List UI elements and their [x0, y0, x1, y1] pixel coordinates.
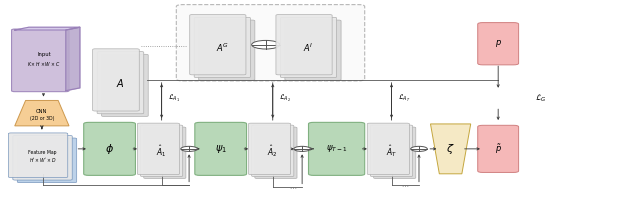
Text: $H'\times W'\times D$: $H'\times W'\times D$ — [29, 156, 56, 164]
FancyBboxPatch shape — [198, 20, 255, 80]
FancyBboxPatch shape — [189, 15, 246, 75]
FancyBboxPatch shape — [477, 23, 518, 65]
Text: $\zeta$: $\zeta$ — [446, 142, 455, 156]
Text: $\hat{A}_2$: $\hat{A}_2$ — [268, 143, 278, 159]
Text: (2D or 3D): (2D or 3D) — [29, 116, 54, 121]
Polygon shape — [431, 124, 470, 174]
FancyBboxPatch shape — [252, 125, 294, 177]
FancyBboxPatch shape — [84, 122, 136, 175]
Text: $\tilde{p}$: $\tilde{p}$ — [495, 142, 502, 156]
Text: $A^G$: $A^G$ — [216, 41, 229, 54]
FancyBboxPatch shape — [12, 29, 69, 92]
Polygon shape — [15, 100, 69, 126]
Text: Input: Input — [37, 52, 51, 57]
Polygon shape — [15, 27, 80, 30]
FancyBboxPatch shape — [176, 5, 365, 81]
Polygon shape — [66, 27, 80, 91]
Text: $\cdots$: $\cdots$ — [319, 76, 327, 82]
FancyBboxPatch shape — [371, 125, 413, 177]
FancyBboxPatch shape — [102, 54, 148, 116]
Text: $\phi$: $\phi$ — [105, 142, 114, 156]
Text: $\psi_1$: $\psi_1$ — [214, 143, 227, 155]
Text: $\cdots$: $\cdots$ — [289, 184, 297, 190]
Circle shape — [252, 40, 280, 49]
Circle shape — [411, 146, 428, 151]
Text: $\mathcal{L}_{A_T}$: $\mathcal{L}_{A_T}$ — [398, 92, 410, 104]
Text: $\cdots$: $\cdots$ — [401, 182, 410, 188]
Text: $K\times H\times W\times C$: $K\times H\times W\times C$ — [28, 60, 61, 68]
FancyBboxPatch shape — [285, 20, 341, 80]
FancyBboxPatch shape — [477, 125, 518, 172]
Circle shape — [180, 146, 197, 151]
FancyBboxPatch shape — [141, 125, 182, 177]
Text: $\psi_{T-1}$: $\psi_{T-1}$ — [326, 143, 348, 154]
Circle shape — [294, 146, 310, 151]
Text: $\mathcal{L}_{A_2}$: $\mathcal{L}_{A_2}$ — [279, 92, 291, 104]
Text: $A$: $A$ — [116, 77, 125, 89]
Text: $p$: $p$ — [495, 38, 502, 49]
FancyBboxPatch shape — [248, 123, 291, 175]
FancyBboxPatch shape — [138, 123, 179, 175]
FancyBboxPatch shape — [374, 127, 416, 178]
FancyBboxPatch shape — [97, 52, 144, 114]
FancyBboxPatch shape — [93, 49, 140, 111]
FancyBboxPatch shape — [8, 133, 68, 177]
FancyBboxPatch shape — [255, 127, 297, 178]
FancyBboxPatch shape — [144, 127, 186, 178]
FancyBboxPatch shape — [308, 122, 365, 175]
Text: $\cdots$: $\cdots$ — [290, 144, 300, 154]
Text: $A^I$: $A^I$ — [303, 41, 314, 54]
FancyBboxPatch shape — [194, 17, 250, 78]
FancyBboxPatch shape — [17, 138, 77, 183]
Text: $\hat{A}_1$: $\hat{A}_1$ — [156, 143, 167, 159]
FancyBboxPatch shape — [280, 17, 337, 78]
FancyBboxPatch shape — [276, 15, 332, 75]
Text: $\hat{A}_T$: $\hat{A}_T$ — [386, 143, 397, 159]
Text: CNN: CNN — [36, 109, 47, 114]
Text: $\mathcal{L}_{G}$: $\mathcal{L}_{G}$ — [534, 93, 546, 104]
FancyBboxPatch shape — [195, 122, 246, 175]
FancyBboxPatch shape — [13, 136, 72, 180]
Text: Feature Map: Feature Map — [28, 150, 57, 155]
Text: $\mathcal{L}_{A_1}$: $\mathcal{L}_{A_1}$ — [168, 92, 180, 104]
FancyBboxPatch shape — [367, 123, 410, 175]
